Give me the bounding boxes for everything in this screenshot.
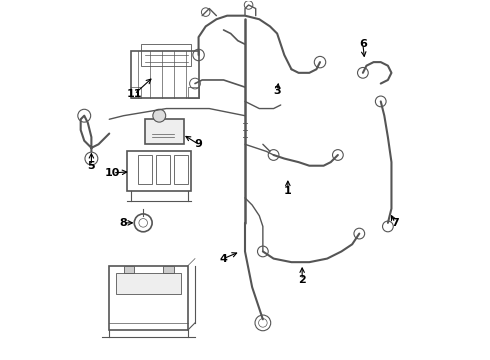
Text: 11: 11 xyxy=(126,89,142,99)
Bar xyxy=(188,87,198,98)
Text: 2: 2 xyxy=(298,275,306,285)
Text: 5: 5 xyxy=(88,161,95,171)
Bar xyxy=(127,152,192,191)
Bar xyxy=(145,119,184,144)
Bar xyxy=(117,273,181,294)
Bar xyxy=(138,155,152,184)
Bar xyxy=(142,44,192,66)
Text: 9: 9 xyxy=(195,139,202,149)
Bar xyxy=(163,266,173,273)
Text: 6: 6 xyxy=(359,39,367,49)
Text: 3: 3 xyxy=(273,86,281,96)
Bar xyxy=(173,155,188,184)
Bar xyxy=(131,87,142,98)
Bar xyxy=(131,51,198,98)
Text: 1: 1 xyxy=(284,186,292,196)
Text: 8: 8 xyxy=(120,218,127,228)
Circle shape xyxy=(153,109,166,122)
Text: 4: 4 xyxy=(220,253,227,264)
Bar xyxy=(109,266,188,330)
Text: 7: 7 xyxy=(391,218,399,228)
Text: 10: 10 xyxy=(105,168,121,178)
Bar xyxy=(123,266,134,273)
Bar xyxy=(156,155,170,184)
